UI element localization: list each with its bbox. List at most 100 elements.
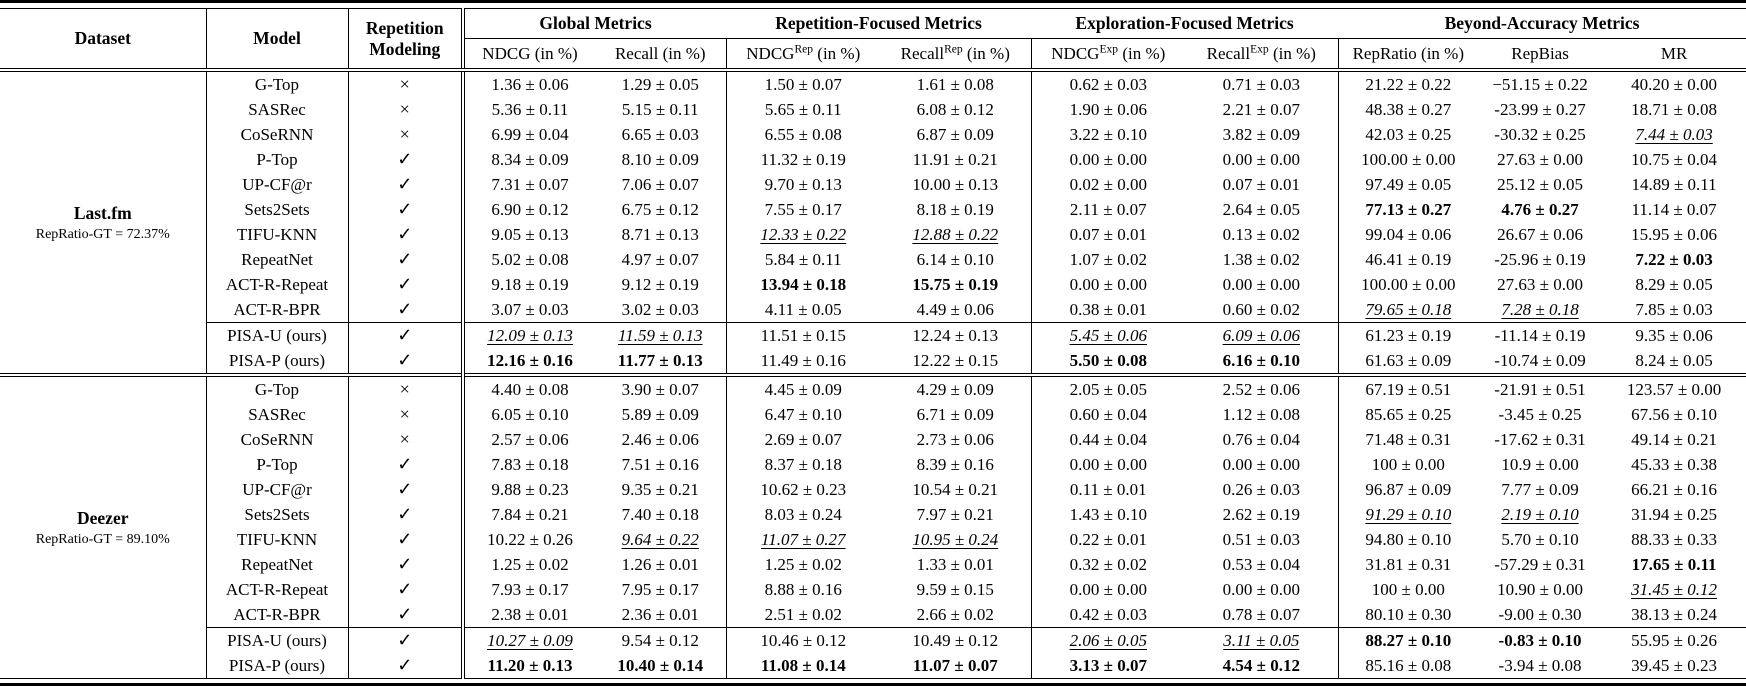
metric-cell: 4.54 ± 0.12 <box>1222 655 1300 675</box>
dataset-name: Deezer <box>77 507 129 528</box>
model-name-cell: TIFU-KNN <box>205 222 348 247</box>
col-header-recallexp: RecallExp (in %) <box>1185 38 1339 72</box>
model-name-cell: RepeatNet <box>205 247 348 272</box>
metric-cell: 4.40 ± 0.08 <box>461 373 595 402</box>
metric-cell: 61.63 ± 0.09 <box>1337 348 1479 375</box>
metric-cell: 0.07 ± 0.01 <box>1030 222 1186 247</box>
metric-cell: 71.48 ± 0.31 <box>1337 427 1479 452</box>
repetition-check-icon: ✓ <box>347 322 463 348</box>
metric-cell: 2.21 ± 0.07 <box>1222 99 1300 119</box>
metric-cell: 0.76 ± 0.04 <box>1222 429 1300 449</box>
metric-cell: 85.65 ± 0.25 <box>1337 402 1479 427</box>
metric-cell: 66.21 ± 0.16 <box>1631 479 1717 499</box>
model-name-cell: RepeatNet <box>205 552 348 577</box>
metric-cell: 8.34 ± 0.09 <box>461 147 595 172</box>
metric-cell: 5.89 ± 0.09 <box>621 404 699 424</box>
metric-cell: 10.27 ± 0.09 <box>461 627 595 653</box>
metric-cell: -0.83 ± 0.10 <box>1478 627 1603 653</box>
metric-cell: 12.88 ± 0.22 <box>912 224 999 244</box>
metric-cell: 6.99 ± 0.04 <box>461 122 595 147</box>
metric-cell: 11.51 ± 0.15 <box>725 322 881 348</box>
col-header-repbias: RepBias <box>1478 38 1603 72</box>
header-group-row: Dataset Model Repetition Modeling Global… <box>0 8 1746 72</box>
metric-cell: 10.49 ± 0.12 <box>880 627 1032 653</box>
metric-cell: 100 ± 0.00 <box>1337 452 1479 477</box>
metric-cell: 9.70 ± 0.13 <box>725 172 881 197</box>
table-row: Deezer RepRatio-GT = 89.10% G-Top × 4.40 ± 0… <box>0 373 1746 679</box>
col-header-ndcgrep: NDCGRep (in %) <box>725 38 881 72</box>
metric-cell: 0.62 ± 0.03 <box>1030 68 1186 97</box>
metric-cell: 0.00 ± 0.00 <box>1030 577 1186 602</box>
metric-cell: 9.18 ± 0.19 <box>461 272 595 297</box>
metric-cell: 97.49 ± 0.05 <box>1337 172 1479 197</box>
metric-cell: 27.63 ± 0.00 <box>1497 149 1583 169</box>
metric-cell: 6.55 ± 0.08 <box>725 122 881 147</box>
metric-cell: 61.23 ± 0.19 <box>1337 322 1479 348</box>
metric-cell: 0.07 ± 0.01 <box>1222 174 1300 194</box>
model-name-cell: PISA-P (ours) <box>205 653 348 679</box>
metric-cell: 10.95 ± 0.24 <box>912 529 999 549</box>
metric-cell: 0.22 ± 0.01 <box>1030 527 1186 552</box>
model-name-cell: Sets2Sets <box>205 502 348 527</box>
table-row: Sets2Sets ✓ 7.84 ± 0.21 7.40 ± 0.18 8.03 ± 0… <box>0 502 1746 527</box>
metric-cell: 11.49 ± 0.16 <box>725 348 881 375</box>
repetition-check-icon: ✓ <box>347 247 463 272</box>
metric-cell: 8.03 ± 0.24 <box>725 502 881 527</box>
model-name-cell: UP-CF@r <box>205 172 348 197</box>
metric-cell: 12.09 ± 0.13 <box>461 322 595 348</box>
metric-cell: 6.14 ± 0.10 <box>916 249 994 269</box>
metric-cell: 77.13 ± 0.27 <box>1337 197 1479 222</box>
col-header-recall: Recall (in %) <box>595 38 727 72</box>
metric-cell: -10.74 ± 0.09 <box>1494 350 1586 370</box>
table-row: PISA-U (ours) ✓ 12.09 ± 0.13 11.59 ± 0.13 11… <box>0 322 1746 348</box>
model-name-cell: G-Top <box>205 373 348 402</box>
metric-cell: 91.29 ± 0.10 <box>1337 502 1479 527</box>
metric-cell: 4.29 ± 0.09 <box>880 373 1032 402</box>
results-table: Dataset Model Repetition Modeling Global… <box>0 8 1746 679</box>
metric-cell: -9.00 ± 0.30 <box>1498 604 1582 624</box>
table-row: Last.fm RepRatio-GT = 72.37% G-Top × 1.36 ± … <box>0 68 1746 375</box>
metric-cell: 8.18 ± 0.19 <box>916 199 994 219</box>
repetition-modeling-line1: Repetition <box>365 18 444 39</box>
repetition-cross-icon: × <box>347 97 463 122</box>
metric-cell: 0.11 ± 0.01 <box>1030 477 1186 502</box>
metric-cell: 7.97 ± 0.21 <box>916 504 994 524</box>
col-header-repetition-modeling: Repetition Modeling <box>347 8 463 72</box>
metric-cell: 96.87 ± 0.09 <box>1337 477 1479 502</box>
model-name-cell: TIFU-KNN <box>205 527 348 552</box>
metric-cell: 7.84 ± 0.21 <box>461 502 595 527</box>
metric-cell: 2.73 ± 0.06 <box>916 429 994 449</box>
metric-cell: 0.38 ± 0.01 <box>1030 297 1186 323</box>
metric-cell: 6.47 ± 0.10 <box>725 402 881 427</box>
metric-cell: 2.19 ± 0.10 <box>1501 504 1579 524</box>
metric-cell: 7.51 ± 0.16 <box>621 454 699 474</box>
repetition-check-icon: ✓ <box>347 552 463 577</box>
metric-cell: 1.25 ± 0.02 <box>461 552 595 577</box>
repetition-check-icon: ✓ <box>347 477 463 502</box>
metric-cell: 6.87 ± 0.09 <box>916 124 994 144</box>
dataset-cell: Last.fm RepRatio-GT = 72.37% <box>0 68 206 375</box>
metric-cell: 0.13 ± 0.02 <box>1222 224 1300 244</box>
table-row: ACT-R-Repeat ✓ 9.18 ± 0.19 9.12 ± 0.19 13.94… <box>0 272 1746 297</box>
metric-cell: 40.20 ± 0.00 <box>1602 68 1746 97</box>
metric-cell: 8.37 ± 0.18 <box>725 452 881 477</box>
metric-cell: 9.88 ± 0.23 <box>461 477 595 502</box>
metric-cell: 88.33 ± 0.33 <box>1631 529 1717 549</box>
model-name-cell: P-Top <box>205 147 348 172</box>
group-header-beyond-accuracy-metrics: Beyond-Accuracy Metrics <box>1338 8 1746 39</box>
metric-cell: 0.00 ± 0.00 <box>1030 147 1186 172</box>
metric-cell: 7.44 ± 0.03 <box>1635 124 1713 144</box>
metric-cell: −51.15 ± 0.22 <box>1478 68 1603 97</box>
dataset-repratio-gt: RepRatio-GT = 89.10% <box>35 531 170 547</box>
metric-cell: 7.95 ± 0.17 <box>621 579 699 599</box>
repetition-check-icon: ✓ <box>347 272 463 297</box>
metric-cell: 6.05 ± 0.10 <box>461 402 595 427</box>
col-header-repratio: RepRatio (in %) <box>1337 38 1479 72</box>
repetition-cross-icon: × <box>347 402 463 427</box>
metric-cell: 0.71 ± 0.03 <box>1185 68 1339 97</box>
metric-cell: 45.33 ± 0.38 <box>1631 454 1717 474</box>
repetition-check-icon: ✓ <box>347 602 463 628</box>
table-row: ACT-R-Repeat ✓ 7.93 ± 0.17 7.95 ± 0.17 8.88 … <box>0 577 1746 602</box>
repetition-check-icon: ✓ <box>347 653 463 679</box>
metric-cell: 0.00 ± 0.00 <box>1222 149 1300 169</box>
